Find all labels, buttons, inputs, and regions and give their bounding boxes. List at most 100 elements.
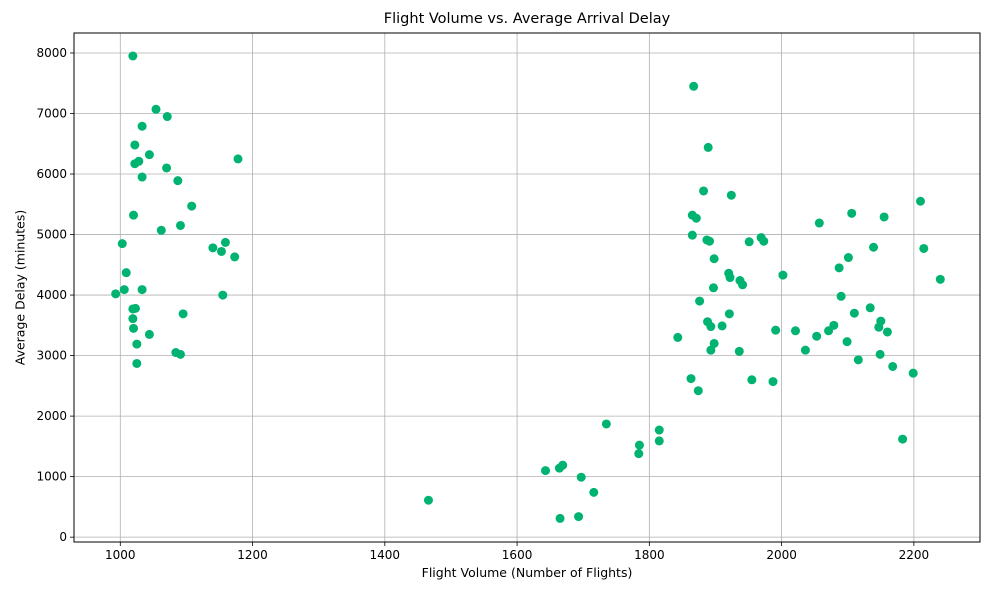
axis-ticks: 1000 1200 1400 1600 1800 2000 2200 0 1000 2000 300… xyxy=(36,46,929,562)
scatter-point xyxy=(137,121,147,131)
y-tick-label: 8000 xyxy=(36,46,67,60)
scatter-point xyxy=(706,345,716,355)
scatter-point xyxy=(879,212,889,222)
scatter-point xyxy=(695,296,705,306)
scatter-point xyxy=(790,326,800,336)
scatter-point xyxy=(130,140,140,150)
scatter-point xyxy=(128,314,138,324)
y-tick-label: 3000 xyxy=(36,349,67,363)
scatter-point xyxy=(208,243,218,253)
scatter-point xyxy=(724,309,734,319)
scatter-point xyxy=(709,254,719,264)
scatter-point xyxy=(555,513,565,523)
y-tick-label: 7000 xyxy=(36,106,67,120)
scatter-point xyxy=(843,253,853,263)
scatter-point xyxy=(882,327,892,337)
scatter-point xyxy=(144,329,154,339)
scatter-point xyxy=(576,472,586,482)
scatter-point xyxy=(218,290,228,300)
scatter-point xyxy=(121,268,131,278)
scatter-point xyxy=(842,337,852,347)
scatter-point xyxy=(156,225,166,235)
scatter-point xyxy=(699,186,709,196)
scatter-point xyxy=(689,81,699,91)
scatter-point xyxy=(589,487,599,497)
scatter-point xyxy=(834,263,844,273)
scatter-point xyxy=(654,425,664,435)
scatter-point xyxy=(771,325,781,335)
data-points xyxy=(111,51,945,523)
scatter-point xyxy=(654,436,664,446)
scatter-point xyxy=(137,172,147,182)
scatter-point xyxy=(233,154,243,164)
scatter-point xyxy=(747,375,757,385)
scatter-point xyxy=(693,386,703,396)
scatter-point xyxy=(705,236,715,246)
scatter-point xyxy=(768,377,778,387)
scatter-point xyxy=(541,466,551,476)
scatter-point xyxy=(778,270,788,280)
x-tick-label: 2000 xyxy=(766,548,797,562)
scatter-point xyxy=(703,142,713,152)
chart-title: Flight Volume vs. Average Arrival Delay xyxy=(384,11,671,27)
scatter-point xyxy=(875,349,885,359)
scatter-point xyxy=(129,323,139,333)
scatter-point xyxy=(111,289,121,299)
scatter-point xyxy=(162,112,172,122)
scatter-point xyxy=(915,196,925,206)
scatter-point xyxy=(119,285,129,295)
scatter-point xyxy=(812,331,822,341)
scatter-point xyxy=(173,176,183,186)
scatter-point xyxy=(687,230,697,240)
scatter-point xyxy=(137,285,147,295)
scatter-point xyxy=(686,374,696,384)
scatter-point xyxy=(216,246,226,256)
scatter-point xyxy=(888,361,898,371)
x-tick-label: 1200 xyxy=(237,548,268,562)
scatter-point xyxy=(744,237,754,247)
scatter-point xyxy=(423,495,433,505)
scatter-point xyxy=(144,150,154,160)
scatter-point xyxy=(130,159,140,169)
scatter-point xyxy=(634,449,644,459)
scatter-point xyxy=(849,308,859,318)
scatter-point xyxy=(725,273,735,283)
plot-frame xyxy=(73,32,981,543)
scatter-point xyxy=(601,419,611,429)
scatter-point xyxy=(634,440,644,450)
scatter-point xyxy=(824,326,834,336)
scatter-point xyxy=(131,303,141,313)
scatter-point xyxy=(876,316,886,326)
y-axis-label: Average Delay (minutes) xyxy=(12,210,27,365)
x-tick-label: 1800 xyxy=(634,548,665,562)
scatter-point xyxy=(853,355,863,365)
scatter-point xyxy=(726,190,736,200)
y-tick-label: 2000 xyxy=(36,409,67,423)
scatter-point xyxy=(706,322,716,332)
scatter-point xyxy=(132,358,142,368)
scatter-point xyxy=(847,208,857,218)
grid xyxy=(74,33,980,542)
y-tick-label: 6000 xyxy=(36,167,67,181)
scatter-point xyxy=(117,239,127,249)
scatter-point xyxy=(673,332,683,342)
scatter-point xyxy=(558,460,568,470)
scatter-point xyxy=(734,346,744,356)
scatter-point xyxy=(574,512,584,522)
scatter-point xyxy=(869,242,879,252)
x-tick-label: 1400 xyxy=(370,548,401,562)
y-tick-label: 4000 xyxy=(36,288,67,302)
y-tick-label: 5000 xyxy=(36,228,67,242)
scatter-point xyxy=(151,104,161,114)
scatter-point xyxy=(919,243,929,253)
x-axis-label: Flight Volume (Number of Flights) xyxy=(422,565,633,580)
scatter-point xyxy=(708,283,718,293)
scatter-point xyxy=(836,291,846,301)
scatter-point xyxy=(162,163,172,173)
scatter-point xyxy=(129,210,139,220)
scatter-point xyxy=(717,321,727,331)
scatter-point xyxy=(178,309,188,319)
scatter-point xyxy=(865,303,875,313)
scatter-point xyxy=(187,201,197,211)
